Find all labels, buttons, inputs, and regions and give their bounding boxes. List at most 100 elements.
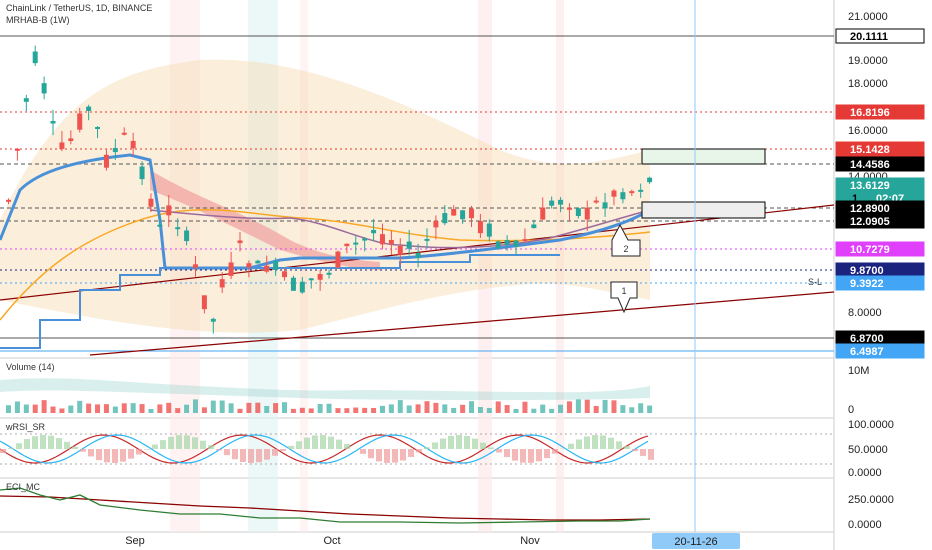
rsi-pane[interactable]: [0, 418, 834, 478]
volume-bar: [139, 404, 145, 413]
rsi-histogram-bar: [640, 449, 646, 456]
eci-pane[interactable]: [0, 478, 834, 532]
price-level-value: 9.8700: [850, 265, 884, 277]
rsi-histogram-bar: [120, 449, 126, 462]
price-level-value: 14.4586: [850, 159, 890, 171]
volume-bar: [175, 408, 181, 413]
target-box[interactable]: [641, 148, 766, 165]
rsi-histogram-bar: [264, 449, 270, 460]
volume-bar: [362, 407, 368, 413]
candle: [192, 256, 198, 277]
rsi-histogram-bar: [592, 435, 598, 449]
volume-bar: [237, 408, 243, 413]
price-level-value: 10.7279: [850, 244, 890, 256]
price-level-tag: 6.8700: [835, 330, 925, 346]
candle: [629, 189, 635, 197]
rsi-histogram-bar: [72, 446, 78, 449]
candle: [308, 278, 314, 289]
candle: [469, 205, 475, 228]
price-tick: 21.0000: [848, 11, 888, 23]
volume-bar: [192, 399, 198, 413]
volume-bar: [602, 399, 608, 413]
volume-bar: [273, 403, 279, 413]
s-l-label: S-L: [808, 277, 822, 287]
candle: [353, 236, 359, 255]
candle: [23, 94, 29, 112]
rsi-histogram-bar: [456, 435, 462, 449]
candle: [290, 275, 296, 291]
rsi-histogram-bar: [144, 449, 150, 450]
volume-bar: [86, 403, 92, 413]
candle: [41, 76, 47, 100]
rsi-histogram-bar: [448, 435, 454, 449]
volume-bar: [593, 405, 599, 413]
eci-line: [0, 487, 651, 524]
volume-bar: [513, 408, 519, 413]
price-level-tag: 12.8900: [835, 200, 925, 216]
volume-bar: [469, 401, 475, 413]
rsi-histogram-bar: [368, 449, 374, 459]
callout-1[interactable]: 1: [610, 281, 638, 314]
price-tick: 18.0000: [848, 78, 888, 90]
candle: [95, 126, 101, 139]
rsi-histogram-bar: [32, 436, 38, 449]
candle: [415, 243, 421, 268]
rsi-histogram-bar: [224, 449, 230, 456]
volume-bar: [290, 408, 296, 413]
candle: [59, 130, 65, 152]
ma-yellow: [0, 209, 651, 321]
step-line: [0, 254, 560, 349]
rsi-histogram-bar: [544, 449, 550, 459]
price-axis[interactable]: 21.000019.000018.000016.000014.000011.00…: [835, 11, 925, 359]
rsi-histogram-bar: [80, 449, 86, 452]
volume-bar: [442, 404, 448, 413]
time-label-nov: Nov: [520, 535, 540, 547]
candle: [175, 218, 181, 237]
candle: [326, 269, 332, 279]
volume-bar: [264, 406, 270, 413]
rsi-histogram-bar: [584, 436, 590, 449]
candle: [157, 215, 163, 227]
entry-box[interactable]: [641, 201, 766, 219]
callout-1-label: 1: [621, 286, 626, 296]
price-level-tag: 20.1111: [835, 28, 925, 44]
price-level-tag: 9.8700: [835, 262, 925, 278]
price-level-tag: 12.0905: [835, 213, 925, 229]
volume-bar: [558, 404, 564, 413]
rsi-histogram-bar: [128, 449, 134, 459]
callout-2[interactable]: 2: [611, 223, 641, 257]
volume-bar: [647, 405, 653, 413]
candle: [611, 188, 617, 206]
volume-bar: [255, 402, 261, 413]
price-tick: 16.0000: [848, 125, 888, 137]
price-level-tag: 15.1428: [835, 141, 925, 157]
callout-2-label: 2: [623, 244, 628, 254]
chart-title: ChainLink / TetherUS, 1D, BINANCE: [6, 3, 153, 13]
volume-bar: [540, 404, 546, 413]
rsi-histogram-bar: [200, 440, 206, 449]
candle: [379, 223, 385, 250]
volume-bar: [406, 405, 412, 413]
lower-trendline[interactable]: [89, 291, 835, 356]
candle: [433, 215, 439, 240]
volume-bar: [50, 406, 56, 413]
eci-axis-0: 0.0000: [848, 519, 882, 531]
candle: [282, 268, 288, 281]
rsi-histogram-bar: [104, 449, 110, 463]
rsi-histogram-bar: [648, 449, 654, 460]
volume-bar: [531, 408, 537, 413]
ma-blue: [0, 153, 651, 270]
price-level-tag: 14.4586: [835, 156, 925, 172]
volume-bar: [157, 404, 163, 413]
volume-bar: [317, 404, 323, 413]
candle: [575, 207, 581, 219]
price-tick: 8.0000: [848, 307, 882, 319]
candle: [344, 243, 350, 254]
candle: [112, 138, 118, 160]
rsi-histogram-bar: [504, 449, 510, 458]
rsi-histogram-bar: [152, 444, 158, 449]
highlight-band: [300, 0, 308, 532]
candle: [460, 209, 466, 224]
volume-bar: [335, 408, 341, 413]
